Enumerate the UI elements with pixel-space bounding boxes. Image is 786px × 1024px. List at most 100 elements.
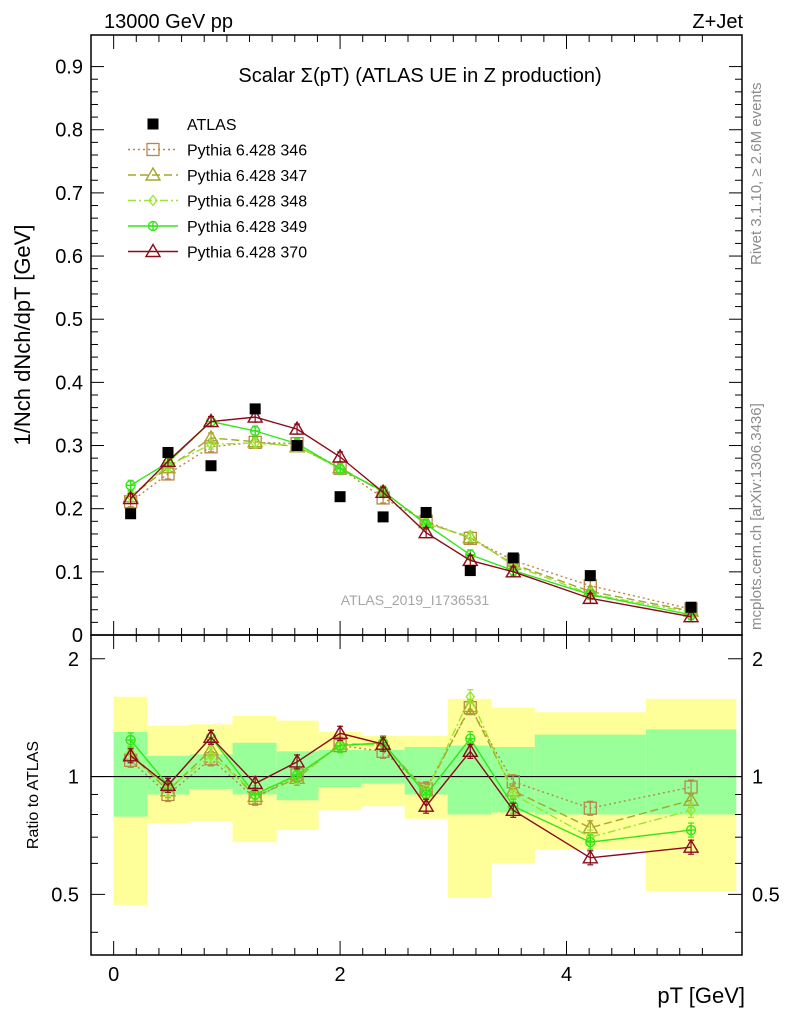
ratio-y-label: Ratio to ATLAS	[25, 741, 42, 849]
ratio-plot-panel: 0.5 0.5 1 1 2 2 0 2 4 Ratio to ATLAS pT [GeV]	[25, 634, 780, 1008]
ratio-point	[465, 733, 476, 744]
x-axis-label: pT [GeV]	[657, 983, 745, 1008]
ratio-line	[130, 732, 692, 859]
data-point	[331, 448, 349, 463]
main-y-axis: 0 0.1 0.2 0.3 0.4 0.5 0.6 0.7 0.8 0.9	[55, 57, 742, 647]
legend-entry-p347: Pythia 6.428 347	[128, 166, 307, 185]
series-line	[130, 442, 692, 613]
x-tick-label: 2	[335, 964, 346, 986]
ratio-point	[331, 724, 349, 739]
ratio-frame	[90, 634, 743, 956]
process-label: Z+Jet	[692, 11, 743, 33]
data-point	[420, 506, 432, 518]
ratio-y-tick-label: 2	[752, 649, 763, 671]
ratio-point	[163, 782, 173, 795]
plot-title: Scalar Σ(pT) (ATLAS UE in Z production)	[238, 65, 601, 87]
data-point	[122, 490, 139, 505]
legend-entry-p348: Pythia 6.428 348	[128, 194, 307, 211]
series-ATLAS	[125, 403, 697, 613]
y-tick-label: 0.7	[55, 183, 83, 205]
legend-label: Pythia 6.428 347	[187, 168, 307, 185]
ratio-point	[246, 775, 264, 790]
ratio-point	[288, 753, 306, 768]
legend-label: Pythia 6.428 349	[187, 219, 307, 236]
data-point	[249, 403, 261, 415]
y-tick-label: 0.4	[55, 372, 83, 394]
ratio-x-axis: 0 2 4	[108, 635, 703, 986]
data-point	[507, 552, 519, 564]
series-p347	[122, 429, 700, 617]
legend-label: ATLAS	[187, 117, 237, 134]
x-tick-label: 0	[108, 964, 119, 986]
y-tick-label: 0.6	[55, 246, 83, 268]
energy-label: 13000 GeV pp	[104, 11, 233, 33]
ratio-point	[374, 735, 392, 750]
data-point	[417, 524, 435, 539]
legend-entry-p349: Pythia 6.428 349	[128, 219, 307, 236]
data-point	[205, 460, 217, 472]
legend: ATLAS Pythia 6.428 346 Pythia 6.428 347 Pyt…	[128, 117, 307, 262]
ratio-point	[585, 836, 596, 848]
legend-marker	[144, 166, 162, 181]
ratio-point	[420, 789, 432, 800]
x-tick-label: 4	[561, 964, 572, 986]
data-point	[582, 589, 599, 605]
data-point	[334, 491, 346, 503]
legend-marker	[147, 118, 159, 130]
y-tick-label: 0.2	[55, 499, 83, 521]
ratio-y-tick-label: 1	[752, 767, 763, 789]
legend-entry-ATLAS: ATLAS	[147, 117, 237, 134]
legend-marker	[146, 142, 160, 157]
data-point	[250, 436, 260, 450]
legend-label: Pythia 6.428 346	[187, 143, 307, 160]
data-point	[682, 608, 700, 623]
ratio-point	[417, 797, 435, 812]
data-point	[202, 413, 220, 428]
data-point	[125, 508, 137, 520]
ratio-point	[291, 769, 303, 781]
ratio-point	[334, 740, 346, 751]
ratio-y-tick-label: 0.5	[51, 884, 79, 906]
ratio-point	[122, 747, 139, 762]
legend-label: Pythia 6.428 348	[187, 194, 307, 211]
data-point	[464, 565, 476, 577]
legend-entry-p370: Pythia 6.428 370	[128, 243, 307, 262]
rivet-version-label: Rivet 3.1.10, ≥ 2.6M events	[748, 83, 765, 266]
ratio-y-tick-label: 2	[68, 649, 79, 671]
legend-marker	[148, 194, 158, 207]
y-tick-label: 0.1	[55, 562, 83, 584]
legend-entry-p346: Pythia 6.428 346	[128, 143, 307, 160]
data-point	[288, 420, 306, 435]
data-point	[685, 601, 697, 613]
ratio-point	[465, 690, 476, 703]
ratio-point	[206, 749, 216, 762]
ratio-point	[583, 801, 597, 815]
y-tick-label: 0.5	[55, 309, 83, 331]
ratio-line	[130, 704, 692, 829]
ratio-point	[682, 838, 700, 853]
ratio-series-p370	[122, 724, 700, 866]
data-point	[505, 563, 522, 578]
mcplots-label: mcplots.cern.ch [arXiv:1306.3436]	[748, 403, 765, 630]
y-tick-label: 0.9	[55, 57, 83, 79]
ratio-point	[249, 789, 261, 800]
data-point	[162, 446, 174, 458]
ratio-y-tick-label: 1	[68, 767, 79, 789]
data-point	[246, 408, 264, 423]
ratio-point	[125, 734, 136, 746]
ratio-y-tick-label: 0.5	[752, 884, 780, 906]
data-point	[584, 570, 596, 582]
ratio-point	[686, 804, 696, 817]
legend-marker	[147, 220, 159, 232]
data-point	[291, 440, 303, 452]
ratio-series-group	[122, 689, 700, 866]
ratio-point	[462, 742, 479, 758]
data-point	[465, 530, 476, 543]
data-point	[374, 483, 392, 498]
main-x-ticks	[113, 35, 703, 635]
ratio-point	[582, 849, 599, 864]
data-point	[334, 463, 346, 475]
ratio-y-axis: 0.5 0.5 1 1 2 2	[51, 649, 780, 933]
y-axis-label: 1/Nch dNch/dpT [GeV]	[10, 225, 35, 446]
